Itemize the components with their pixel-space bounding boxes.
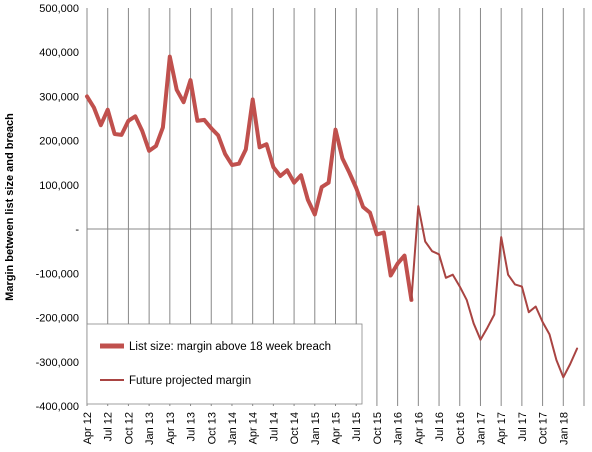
x-tick-label: Apr 15: [331, 412, 343, 444]
y-tick-label: -100,000: [36, 268, 79, 280]
x-tick-label: Jan 13: [144, 412, 156, 445]
x-tick-label: Jan 16: [393, 412, 405, 445]
y-tick-label: -: [75, 224, 79, 236]
x-tick-label: Jan 14: [227, 412, 239, 445]
x-tick-label: Apr 13: [165, 412, 177, 444]
x-tick-label: Jan 15: [310, 412, 322, 445]
y-tick-label: -400,000: [36, 401, 79, 413]
series-line-1: [85, 54, 414, 302]
x-tick-label: Jan 18: [558, 412, 570, 445]
y-tick-label: -300,000: [36, 357, 79, 369]
x-tick-label: Jul 16: [434, 412, 446, 441]
series-layer: [85, 54, 579, 379]
x-tick-label: Jan 17: [475, 412, 487, 445]
y-tick-label: 200,000: [39, 136, 79, 148]
x-tick-label: Apr 14: [248, 412, 260, 444]
x-tick-label: Oct 13: [206, 412, 218, 444]
x-tick-label: Oct 15: [372, 412, 384, 444]
legend-box: [86, 323, 363, 405]
y-tick-label: 500,000: [39, 3, 79, 15]
x-tick-label: Jul 13: [186, 412, 198, 441]
x-tick-label: Apr 17: [496, 412, 508, 444]
legend-label-series-1: List size: margin above 18 week breach: [129, 341, 331, 353]
legend-label-series-2: Future projected margin: [129, 375, 251, 387]
x-tick-label: Apr 16: [413, 412, 425, 444]
vertical-gridlines: [107, 8, 585, 406]
y-tick-label: 100,000: [39, 180, 79, 192]
y-tick-labels: 500,000 400,000 300,000 200,000 100,000 - -100…: [36, 3, 80, 413]
y-tick-label: -200,000: [36, 313, 79, 325]
x-tick-label: Jul 14: [268, 412, 280, 441]
x-tick-label: Jul 17: [517, 412, 529, 441]
x-tick-label: Oct 14: [289, 412, 301, 444]
x-tick-label: Jul 12: [103, 412, 115, 441]
y-tick-label: 300,000: [39, 91, 79, 103]
x-tick-labels: Apr 12 Jul 12 Oct 12 Jan 13 Apr 13 Jul 13 Oct …: [82, 412, 570, 445]
x-tick-label: Apr 12: [82, 412, 94, 444]
x-tick-label: Jul 15: [351, 412, 363, 441]
series-line-2: [410, 205, 579, 379]
y-tick-label: 400,000: [39, 47, 79, 59]
x-tick-label: Oct 17: [538, 412, 550, 444]
legend: List size: margin above 18 week breach F…: [86, 323, 363, 405]
x-tick-label: Oct 12: [123, 412, 135, 444]
x-tick-label: Oct 16: [455, 412, 467, 444]
y-axis-title: Margin between list size and breach: [4, 113, 16, 301]
